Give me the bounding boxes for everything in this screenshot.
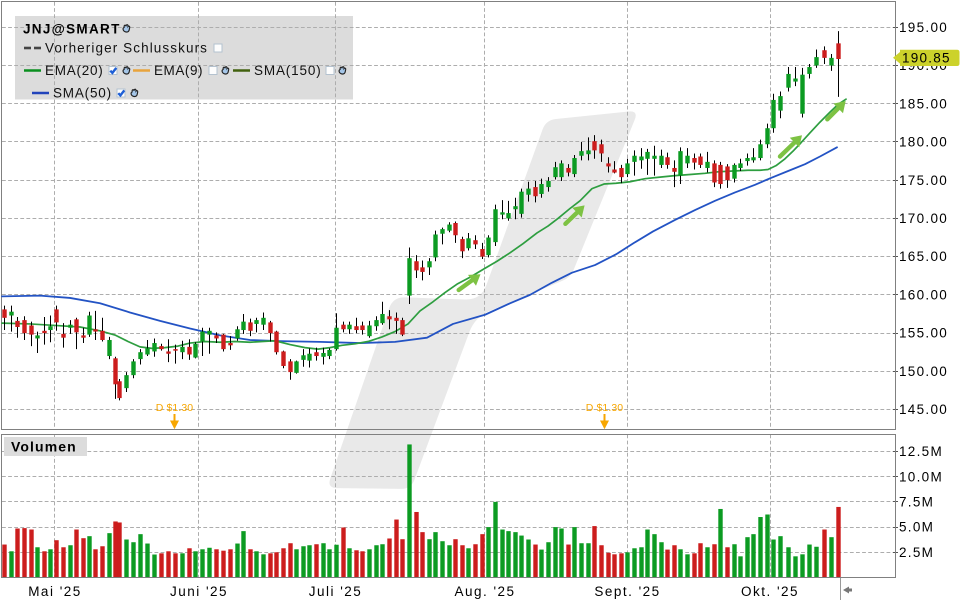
svg-text:D $1.30: D $1.30	[586, 402, 624, 414]
svg-text:170.00: 170.00	[899, 211, 948, 226]
svg-text:7.5M: 7.5M	[899, 495, 934, 510]
svg-text:Juni '25: Juni '25	[170, 584, 228, 599]
svg-text:EMA(20): EMA(20)	[45, 63, 104, 78]
svg-text:12.5M: 12.5M	[899, 444, 943, 459]
svg-text:JNJ@SMART: JNJ@SMART	[23, 22, 121, 37]
svg-text:SMA(150): SMA(150)	[254, 63, 322, 78]
svg-text:Mai '25: Mai '25	[28, 584, 82, 599]
svg-text:Juli '25: Juli '25	[309, 584, 363, 599]
svg-text:Volumen: Volumen	[11, 439, 77, 455]
svg-text:10.0M: 10.0M	[899, 469, 943, 484]
svg-text:145.00: 145.00	[899, 402, 948, 417]
svg-text:D $1.30: D $1.30	[156, 402, 194, 414]
svg-text:190.85: 190.85	[902, 51, 951, 66]
svg-text:5.0M: 5.0M	[899, 520, 934, 535]
svg-text:Vorheriger Schlusskurs: Vorheriger Schlusskurs	[45, 41, 208, 56]
svg-text:185.00: 185.00	[899, 96, 948, 111]
svg-text:Sept. '25: Sept. '25	[594, 584, 660, 599]
svg-text:180.00: 180.00	[899, 135, 948, 150]
svg-text:Aug. '25: Aug. '25	[454, 584, 515, 599]
svg-text:165.00: 165.00	[899, 249, 948, 264]
svg-text:155.00: 155.00	[899, 326, 948, 341]
svg-text:160.00: 160.00	[899, 288, 948, 303]
svg-text:SMA(50): SMA(50)	[53, 86, 112, 101]
svg-text:150.00: 150.00	[899, 364, 948, 379]
svg-text:EMA(9): EMA(9)	[154, 63, 203, 78]
svg-text:2.5M: 2.5M	[899, 545, 934, 560]
svg-text:Okt. '25: Okt. '25	[741, 584, 799, 599]
svg-text:175.00: 175.00	[899, 173, 948, 188]
svg-text:195.00: 195.00	[899, 20, 948, 35]
